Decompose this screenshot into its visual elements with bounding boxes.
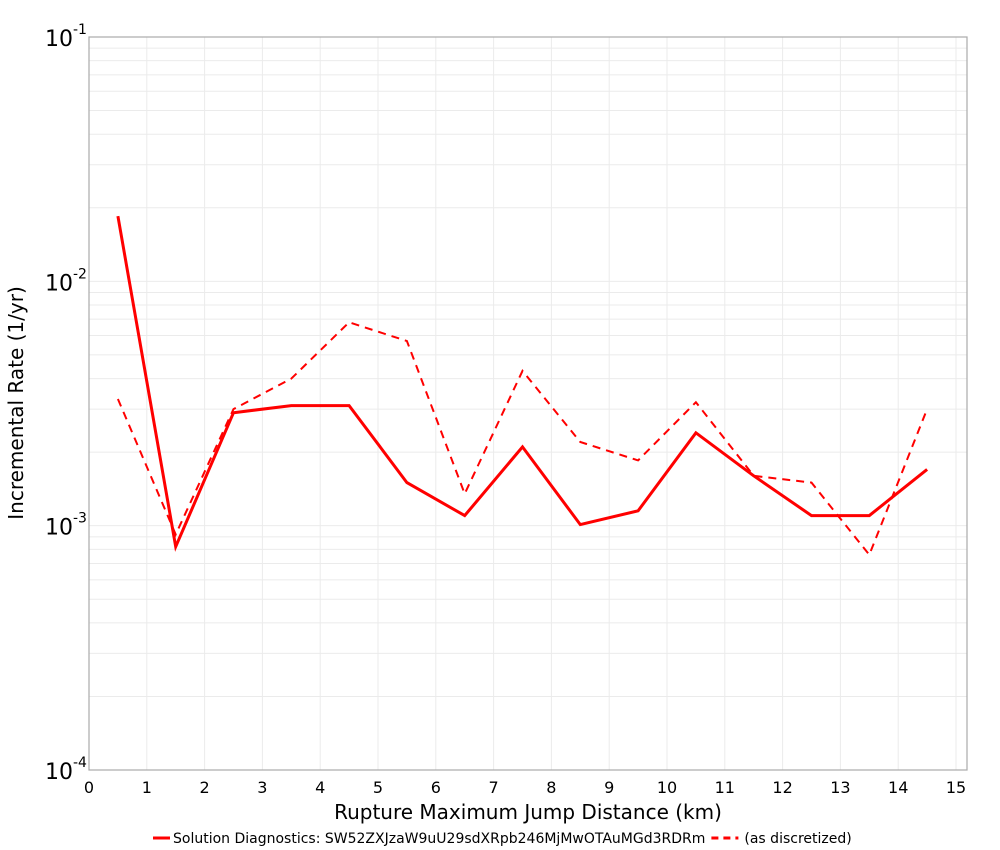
x-tick-label: 5	[373, 778, 383, 797]
x-axis-ticks: 0 1 2 3 4 5 6 7 8 9 10 11 12 13 14 15	[84, 778, 966, 797]
y-tick-label: 10	[45, 271, 73, 296]
x-tick-label: 14	[888, 778, 908, 797]
x-tick-label: 6	[431, 778, 441, 797]
plot-area-border	[88, 36, 968, 771]
x-tick-label: 7	[489, 778, 499, 797]
legend: Solution Diagnostics: SW52ZXJzaW9uU29sdX…	[153, 831, 852, 847]
y-tick-exponent: -1	[73, 22, 87, 38]
series-line-solution	[116, 215, 929, 552]
x-tick-label: 3	[257, 778, 267, 797]
x-tick-label: 4	[315, 778, 325, 797]
y-tick-exponent: -2	[73, 266, 87, 282]
y-tick-exponent: -3	[73, 511, 87, 527]
legend-item-discretized: (as discretized)	[744, 831, 851, 847]
x-tick-label: 13	[830, 778, 850, 797]
x-tick-label: 9	[604, 778, 614, 797]
y-tick-label: 10	[45, 516, 73, 541]
x-tick-label: 0	[84, 778, 94, 797]
x-tick-label: 8	[546, 778, 556, 797]
y-tick-exponent: -4	[73, 755, 87, 771]
y-tick-label: 10	[45, 27, 73, 52]
y-axis-ticks: 10-110-210-310-4	[45, 22, 87, 785]
x-tick-label: 10	[657, 778, 677, 797]
x-tick-label: 11	[715, 778, 735, 797]
x-tick-label: 12	[772, 778, 792, 797]
legend-item-solution: Solution Diagnostics: SW52ZXJzaW9uU29sdX…	[173, 831, 705, 847]
y-axis-label: Incremental Rate (1/yr)	[4, 286, 28, 519]
x-tick-label: 15	[946, 778, 966, 797]
x-axis-label: Rupture Maximum Jump Distance (km)	[334, 800, 722, 824]
series-layer	[116, 215, 929, 557]
series-line-discretized	[116, 321, 929, 557]
x-tick-label: 2	[200, 778, 210, 797]
y-tick-label: 10	[45, 760, 73, 785]
x-tick-label: 1	[142, 778, 152, 797]
